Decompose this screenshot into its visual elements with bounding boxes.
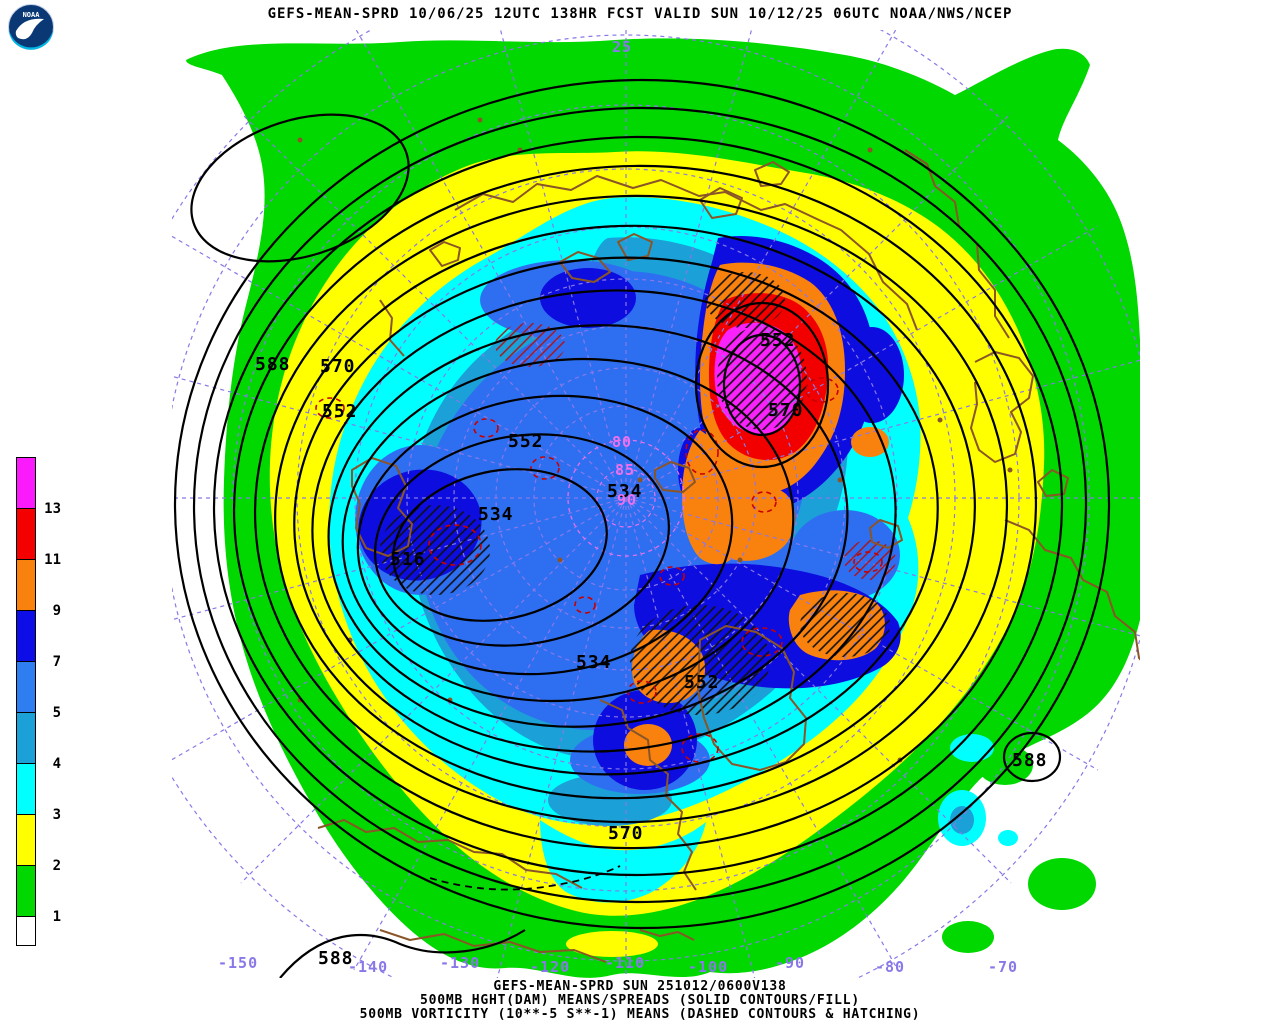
high-588-loop [190, 113, 410, 263]
bottom-contour-arc [279, 929, 526, 978]
fill-green-blob [1028, 858, 1096, 910]
inner-low-contour [722, 333, 802, 437]
colorbar-segment: 7 [16, 610, 61, 670]
longitude-label: -80 [875, 958, 905, 976]
spread-color-scale: 13 11 9 7 5 4 3 2 1 [16, 457, 61, 946]
colorbar-segment: 13 [16, 457, 61, 517]
contour-label: 570 [320, 356, 356, 377]
contour-label: 588 [255, 354, 291, 375]
logo-seagull [15, 18, 44, 40]
contour-label: 516 [390, 549, 426, 570]
longitude-label: -130 [440, 954, 480, 972]
footer-line-1: GEFS-MEAN-SPRD SUN 251012/0600V138 [493, 979, 787, 994]
fill-cyan-tongue [540, 820, 706, 903]
colorbar-label: 5 [52, 705, 61, 721]
contour-label: 534 [576, 652, 612, 673]
latitude-label: 80 [612, 433, 632, 451]
hatch-region [844, 540, 896, 580]
contour-label: 534 [607, 481, 643, 502]
contour-label: 552 [684, 672, 720, 693]
colorbar-label: 7 [52, 654, 61, 670]
contour-label: 534 [478, 504, 514, 525]
colorbar-label: 3 [52, 807, 61, 823]
colorbar-segment: 2 [16, 814, 61, 874]
contour-label: 588 [1012, 750, 1048, 771]
colorbar-label: 2 [52, 858, 61, 874]
noaa-logo: NOAA [8, 4, 54, 50]
longitude-label: -120 [530, 958, 570, 976]
colorbar-segment: 5 [16, 661, 61, 721]
colorbar-label: 1 [52, 909, 61, 925]
high-588-contour [1002, 731, 1062, 783]
latitude-label: 25 [612, 38, 632, 56]
longitude-label: -90 [775, 954, 805, 972]
fill-yellow-blob [566, 931, 658, 957]
contour-label: 552 [322, 401, 358, 422]
fill-blue7-blob [840, 327, 904, 423]
hatch-region [717, 326, 807, 430]
inner-low-contour [694, 301, 830, 469]
contour-label-layer: 588 570 552 552 534 534 516 552 570 534 … [255, 330, 1048, 969]
contour-label: 570 [608, 823, 644, 844]
colorbar-segment: 9 [16, 559, 61, 619]
fill-cyan-blob [950, 734, 994, 762]
height-contour-layer [173, 78, 1111, 978]
colorbar-label: 13 [44, 501, 61, 517]
colorbar-segment: 1 [16, 865, 61, 925]
island-dots [297, 117, 1013, 763]
contour-label: 552 [760, 330, 796, 351]
latitude-label: 90 [617, 491, 637, 509]
fill-cyan-blob [998, 830, 1018, 846]
graticule-polar-circles [567, 439, 685, 557]
spread-fill-layer [186, 38, 1140, 978]
contour-label: 552 [508, 431, 544, 452]
fill-blue4-blob [950, 806, 974, 834]
footer-line-2: 500MB HGHT(DAM) MEANS/SPREADS (SOLID CON… [420, 993, 860, 1008]
latitude-label: 85 [615, 461, 635, 479]
logo-text: NOAA [23, 11, 41, 19]
colorbar-label: 9 [52, 603, 61, 619]
contour-label: 588 [318, 948, 354, 969]
longitude-label: -100 [688, 958, 728, 976]
colorbar-label: 4 [52, 756, 61, 772]
colorbar-segment: 4 [16, 712, 61, 772]
fill-orange-blob [851, 427, 889, 457]
colorbar-label: 11 [44, 552, 61, 568]
fill-blue7-blob [540, 268, 636, 328]
longitude-label: -70 [988, 958, 1018, 976]
page-title: GEFS-MEAN-SPRD 10/06/25 12UTC 138HR FCST… [267, 6, 1013, 22]
colorbar-segment [16, 916, 36, 946]
graticule-label-layer: 25 80 85 90 -150 -140 -130 -120 -110 -10… [218, 38, 1018, 976]
colorbar-segment: 3 [16, 763, 61, 823]
longitude-label: -140 [348, 958, 388, 976]
footer-line-3: 500MB VORTICITY (10**-5 S**-1) MEANS (DA… [359, 1007, 921, 1022]
hatch-region [380, 505, 490, 595]
colorbar-segment: 11 [16, 508, 61, 568]
dashed-height-arc [429, 865, 621, 891]
hatch-region [800, 593, 890, 657]
longitude-label: -150 [218, 954, 258, 972]
contour-label: 570 [768, 400, 804, 421]
footer-captions: GEFS-MEAN-SPRD SUN 251012/0600V138 500MB… [0, 980, 1280, 1022]
hatch-region [495, 323, 565, 367]
hatch-region [705, 272, 785, 328]
graticule-meridians [172, 30, 1140, 978]
fill-green-blob [942, 921, 994, 953]
graticule-layer [172, 30, 1140, 978]
longitude-label: -110 [605, 954, 645, 972]
noaa-logo-svg: NOAA [8, 4, 54, 50]
